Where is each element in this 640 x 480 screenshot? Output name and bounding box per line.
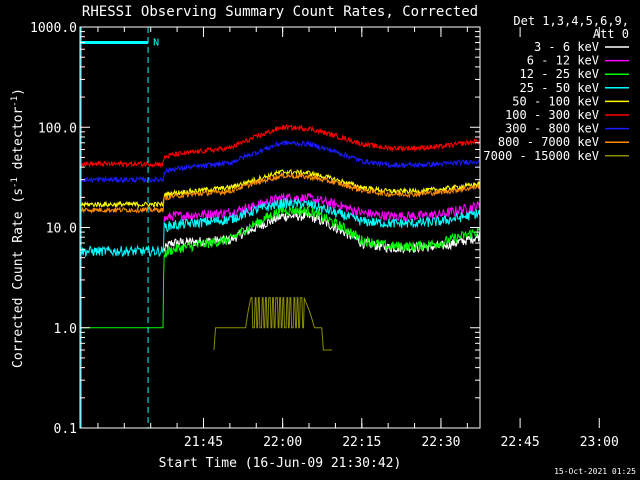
legend-label-5: 100 - 300 keV xyxy=(505,108,599,122)
series-line-5 xyxy=(80,123,480,169)
x-tick-label-3: 22:30 xyxy=(421,435,460,450)
legend-label-1: 6 - 12 keV xyxy=(527,54,599,68)
x-axis-label: Start Time (16-Jun-09 21:30:42) xyxy=(159,456,402,471)
legend-label-2: 12 - 25 keV xyxy=(520,67,599,81)
y-tick-label-0: 0.1 xyxy=(54,422,77,437)
series-line-4 xyxy=(80,168,480,209)
y-axis-label-end: ) xyxy=(11,88,26,96)
series-line-3 xyxy=(80,197,480,258)
x-tick-label-0: 21:45 xyxy=(184,435,223,450)
series-line-1 xyxy=(163,192,480,224)
x-tick-label-4: 22:45 xyxy=(501,435,540,450)
x-tick-label-5: 23:00 xyxy=(580,435,619,450)
y-axis-label-sup-1: -1 xyxy=(10,177,20,188)
chart-title: RHESSI Observing Summary Count Rates, Co… xyxy=(82,4,478,20)
y-tick-label-1: 1.0 xyxy=(54,322,77,337)
y-tick-label-3: 100.0 xyxy=(38,121,77,136)
series-line-8 xyxy=(213,297,332,351)
y-tick-label-2: 10.0 xyxy=(46,222,77,237)
legend-label-7: 800 - 7000 keV xyxy=(498,135,599,149)
legend-label-4: 50 - 100 keV xyxy=(512,94,599,108)
y-axis: 0.1 1.0 10.0 100.0 1000.0 xyxy=(30,21,480,437)
y-axis-label-main: Corrected Count Rate (s xyxy=(11,188,26,368)
x-tick-label-1: 22:00 xyxy=(263,435,302,450)
x-axis: 21:45 22:00 22:15 22:30 22:45 23:00 xyxy=(97,27,619,450)
y-axis-label: Corrected Count Rate (s-1 detector-1) xyxy=(10,88,26,368)
y-axis-label-mid: detector xyxy=(11,107,26,178)
legend-label-6: 300 - 800 keV xyxy=(505,122,599,136)
y-tick-label-4: 1000.0 xyxy=(30,21,77,36)
legend-title-2: Att 0 xyxy=(593,27,629,41)
series-line-6 xyxy=(80,140,480,184)
y-axis-label-sup-2: -1 xyxy=(10,96,20,107)
x-tick-label-2: 22:15 xyxy=(342,435,381,450)
legend-title-1: Det 1,3,4,5,6,9, xyxy=(513,14,629,28)
series-line-7 xyxy=(80,171,480,214)
annotation-label: N xyxy=(153,38,159,49)
legend-label-0: 3 - 6 keV xyxy=(534,40,599,54)
series-line-2 xyxy=(80,204,480,329)
legend-label-8: 7000 - 15000 keV xyxy=(483,149,599,163)
legend-label-3: 25 - 50 keV xyxy=(520,81,599,95)
timestamp: 15-Oct-2021 01:25 xyxy=(554,467,636,476)
